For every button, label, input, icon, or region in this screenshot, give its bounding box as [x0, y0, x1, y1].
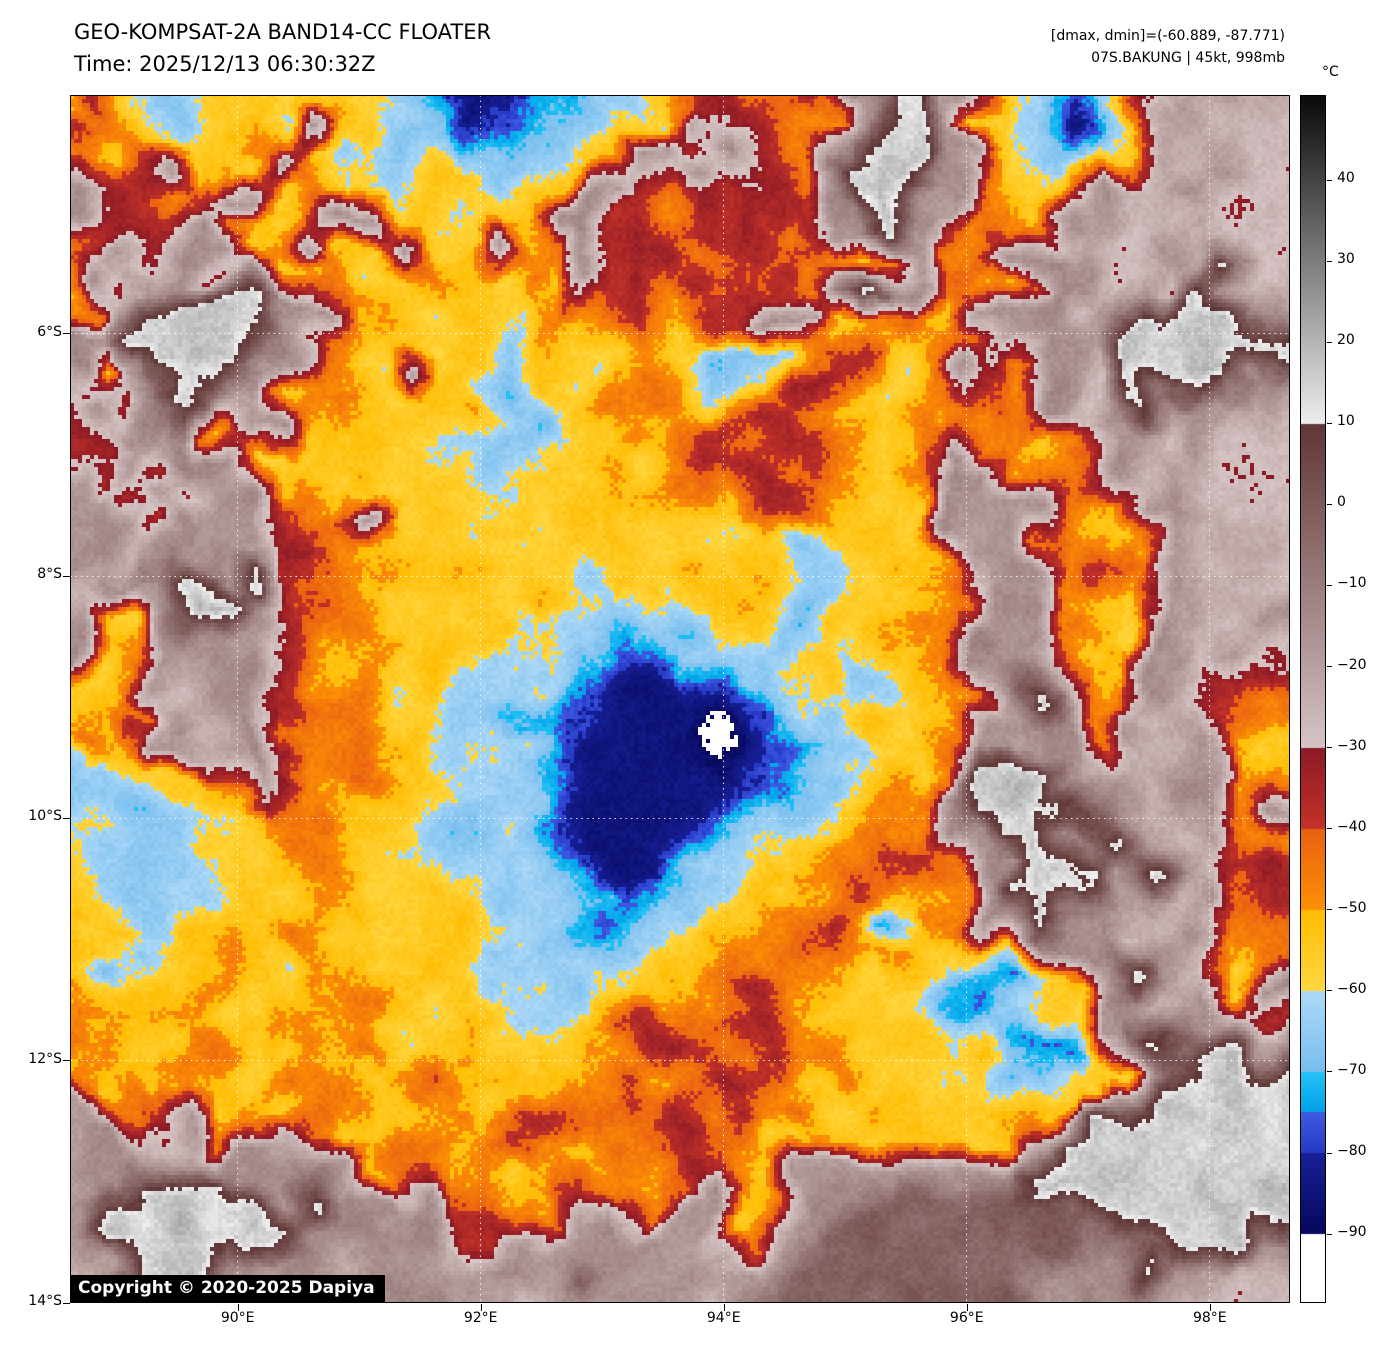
lon-tick-label: 94°E — [706, 1310, 741, 1326]
colorbar-tick-label: −70 — [1337, 1061, 1367, 1078]
colorbar-tick-mark — [1327, 1233, 1332, 1235]
map-plot: Copyright © 2020-2025 Dapiya — [70, 95, 1290, 1303]
colorbar-tick-mark — [1327, 260, 1332, 262]
storm-info: 07S.BAKUNG | 45kt, 998mb — [1091, 50, 1285, 66]
colorbar-tick-label: 0 — [1337, 494, 1346, 511]
colorbar-unit-label: °C — [1322, 64, 1339, 80]
lat-tick-mark — [63, 1302, 70, 1304]
colorbar-tick-mark — [1327, 747, 1332, 749]
colorbar-tick-label: −90 — [1337, 1224, 1367, 1241]
timestamp: Time: 2025/12/13 06:30:32Z — [74, 52, 376, 76]
copyright-badge: Copyright © 2020-2025 Dapiya — [70, 1275, 385, 1303]
colorbar-tick-mark — [1327, 666, 1332, 668]
lon-tick-mark — [966, 1304, 968, 1311]
colorbar-tick-mark — [1327, 1152, 1332, 1154]
product-title: GEO-KOMPSAT-2A BAND14-CC FLOATER — [74, 20, 492, 44]
colorbar-tick-mark — [1327, 179, 1332, 181]
colorbar-tick-mark — [1327, 422, 1332, 424]
lon-tick-mark — [1209, 1304, 1211, 1311]
colorbar-tick-label: −30 — [1337, 737, 1367, 754]
colorbar-tick-label: 20 — [1337, 332, 1355, 349]
colorbar-tick-label: 30 — [1337, 251, 1355, 268]
colorbar-tick-mark — [1327, 909, 1332, 911]
dmax-dmin-readout: [dmax, dmin]=(-60.889, -87.771) — [1050, 28, 1285, 44]
colorbar — [1300, 95, 1326, 1303]
lon-tick-mark — [237, 1304, 239, 1311]
colorbar-tick-label: −20 — [1337, 656, 1367, 673]
colorbar-tick-label: −60 — [1337, 980, 1367, 997]
lat-tick-mark — [63, 333, 70, 335]
lon-tick-label: 92°E — [463, 1310, 498, 1326]
colorbar-canvas — [1300, 95, 1326, 1303]
colorbar-tick-label: 40 — [1337, 170, 1355, 187]
colorbar-tick-mark — [1327, 828, 1332, 830]
colorbar-tick-label: 10 — [1337, 413, 1355, 430]
lat-tick-label: 8°S — [37, 566, 62, 583]
lat-tick-label: 12°S — [28, 1050, 62, 1067]
colorbar-tick-mark — [1327, 1071, 1332, 1073]
satellite-image-canvas — [70, 95, 1290, 1303]
colorbar-tick-label: −10 — [1337, 575, 1367, 592]
colorbar-tick-mark — [1327, 990, 1332, 992]
colorbar-tick-mark — [1327, 341, 1332, 343]
colorbar-tick-mark — [1327, 584, 1332, 586]
colorbar-tick-label: −80 — [1337, 1143, 1367, 1159]
lon-tick-mark — [723, 1304, 725, 1311]
lon-tick-label: 98°E — [1192, 1310, 1227, 1326]
lon-tick-label: 90°E — [220, 1310, 255, 1326]
lon-tick-mark — [480, 1304, 482, 1311]
lat-tick-mark — [63, 575, 70, 577]
lon-tick-label: 96°E — [949, 1310, 984, 1326]
lat-tick-mark — [63, 1060, 70, 1062]
lat-tick-label: 10°S — [28, 808, 62, 825]
colorbar-tick-label: −50 — [1337, 899, 1367, 916]
lat-tick-label: 6°S — [37, 323, 62, 340]
colorbar-tick-mark — [1327, 503, 1332, 505]
lat-tick-mark — [63, 817, 70, 819]
colorbar-tick-label: −40 — [1337, 818, 1367, 835]
lat-tick-label: 14°S — [28, 1293, 62, 1309]
